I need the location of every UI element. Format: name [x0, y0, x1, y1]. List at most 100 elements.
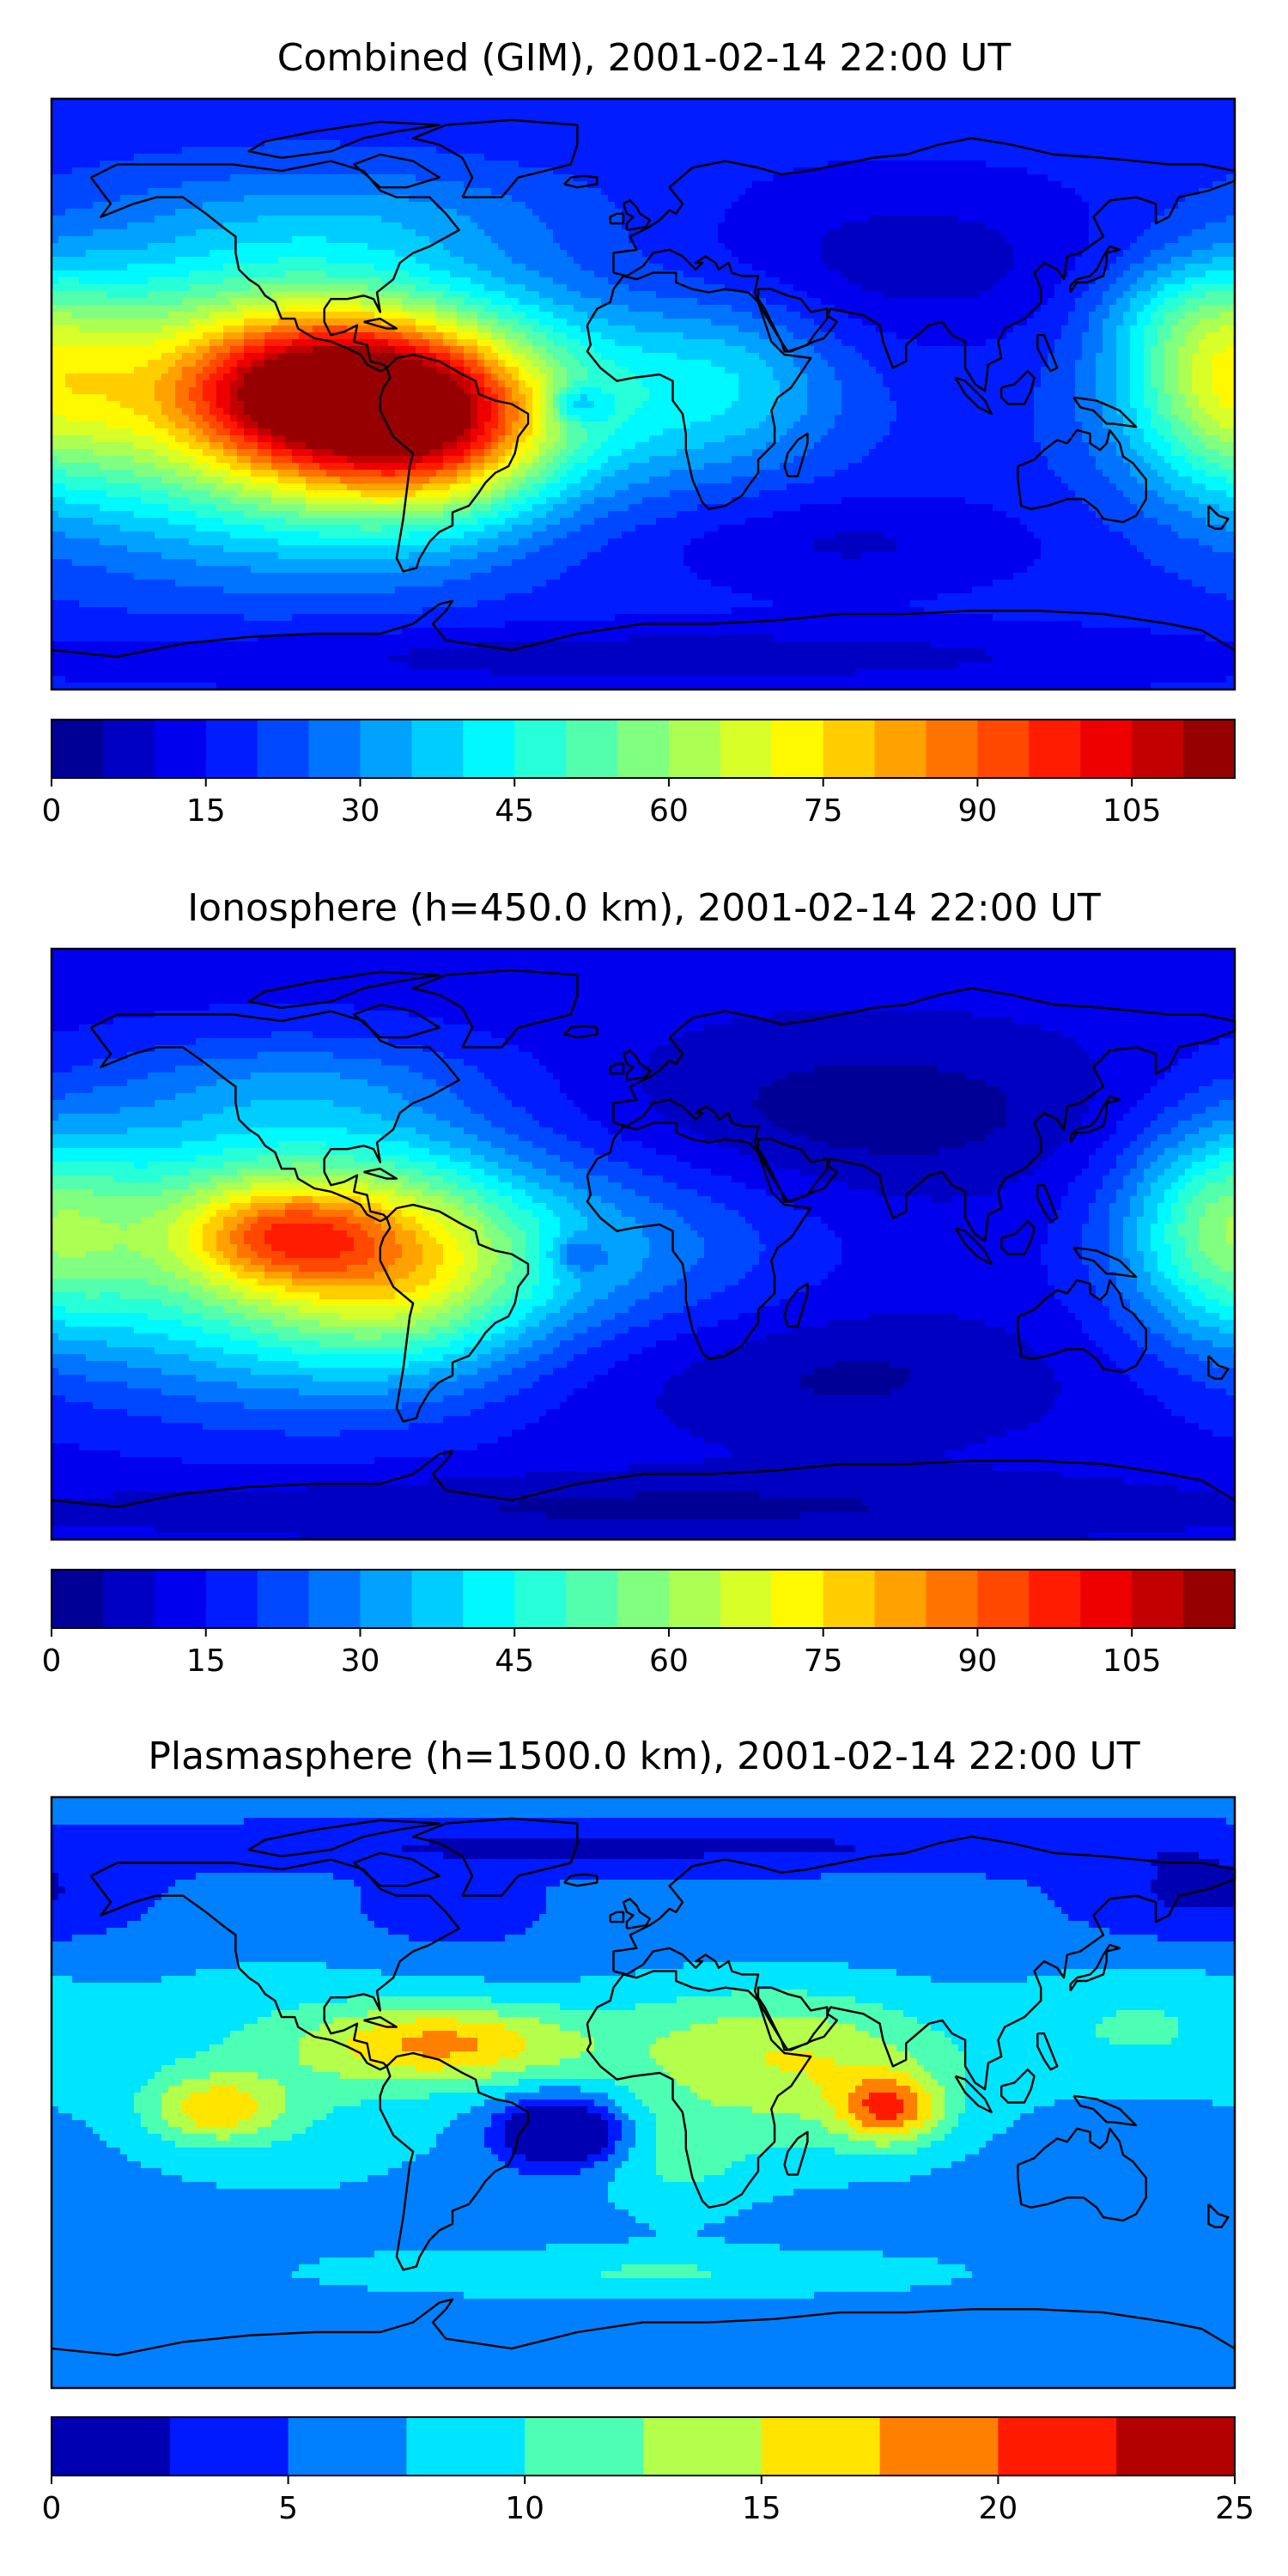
field-cell: [141, 174, 149, 182]
field-cell: [1199, 202, 1206, 210]
field-cell: [1109, 250, 1117, 258]
field-cell: [841, 250, 849, 258]
field-cell: [752, 174, 760, 182]
field-cell: [800, 140, 808, 148]
field-cell: [958, 202, 966, 210]
field-cell: [86, 250, 94, 258]
field-cell: [422, 140, 430, 148]
field-cell: [484, 209, 492, 216]
field-cell: [210, 174, 217, 182]
field-cell: [951, 154, 959, 161]
field-cell: [1082, 270, 1090, 278]
field-cell: [642, 99, 650, 106]
field-cell: [244, 147, 252, 155]
field-cell: [354, 106, 361, 113]
field-cell: [642, 291, 650, 299]
field-cell: [828, 270, 835, 278]
field-cell: [79, 133, 87, 141]
field-cell: [945, 284, 952, 292]
field-cell: [1157, 277, 1165, 285]
field-cell: [443, 291, 451, 299]
field-cell: [601, 202, 609, 210]
field-cell: [539, 209, 547, 216]
field-cell: [945, 270, 952, 278]
field-cell: [945, 181, 952, 189]
field-cell: [890, 140, 897, 148]
field-cell: [608, 147, 616, 155]
field-cell: [52, 250, 59, 258]
field-cell: [807, 202, 815, 210]
field-cell: [79, 99, 87, 106]
field-cell: [498, 154, 506, 161]
field-cell: [1013, 257, 1021, 264]
field-cell: [58, 119, 66, 127]
field-cell: [580, 147, 588, 155]
field-cell: [464, 126, 471, 134]
field-cell: [958, 257, 966, 264]
field-cell: [230, 112, 238, 120]
field-cell: [539, 229, 547, 237]
field-cell: [759, 188, 767, 196]
field-cell: [1068, 147, 1076, 155]
field-cell: [72, 243, 80, 251]
field-cell: [704, 222, 712, 230]
field-cell: [354, 243, 361, 251]
field-cell: [1061, 188, 1069, 196]
field-cell: [148, 167, 155, 175]
field-cell: [443, 236, 451, 244]
field-cell: [594, 270, 602, 278]
field-cell: [86, 119, 94, 127]
field-cell: [725, 106, 732, 113]
field-cell: [196, 133, 204, 141]
field-cell: [237, 209, 245, 216]
field-cell: [1137, 126, 1145, 134]
field-cell: [471, 209, 478, 216]
field-cell: [354, 195, 361, 203]
field-cell: [608, 126, 616, 134]
field-cell: [210, 99, 217, 106]
field-cell: [587, 167, 595, 175]
field-cell: [93, 126, 100, 134]
field-cell: [608, 188, 616, 196]
field-cell: [1212, 270, 1220, 278]
field-cell: [86, 195, 94, 203]
field-cell: [1048, 291, 1055, 299]
field-cell: [883, 270, 890, 278]
field-cell: [258, 264, 265, 271]
field-cell: [292, 222, 300, 230]
field-cell: [484, 195, 492, 203]
field-cell: [175, 291, 183, 299]
field-cell: [1157, 216, 1165, 223]
field-cell: [690, 270, 698, 278]
field-cell: [278, 257, 286, 264]
field-cell: [649, 181, 657, 189]
field-cell: [732, 167, 739, 175]
field-cell: [883, 216, 890, 223]
field-cell: [65, 140, 73, 148]
field-cell: [594, 257, 602, 264]
field-cell: [574, 222, 581, 230]
field-cell: [780, 229, 787, 237]
field-cell: [216, 277, 224, 285]
field-cell: [161, 154, 169, 161]
field-cell: [120, 181, 128, 189]
field-cell: [175, 99, 183, 106]
field-cell: [780, 167, 787, 175]
field-cell: [580, 188, 588, 196]
field-cell: [402, 236, 410, 244]
field-cell: [1130, 99, 1138, 106]
field-cell: [993, 236, 1000, 244]
field-cell: [1206, 236, 1213, 244]
field-cell: [443, 216, 451, 223]
field-cell: [738, 154, 746, 161]
field-cell: [1116, 181, 1124, 189]
field-cell: [697, 99, 705, 106]
field-cell: [622, 277, 629, 285]
field-cell: [471, 257, 478, 264]
field-cell: [72, 174, 80, 182]
field-cell: [704, 243, 712, 251]
field-cell: [189, 257, 197, 264]
field-cell: [313, 264, 320, 271]
field-cell: [203, 264, 210, 271]
field-cell: [999, 257, 1007, 264]
